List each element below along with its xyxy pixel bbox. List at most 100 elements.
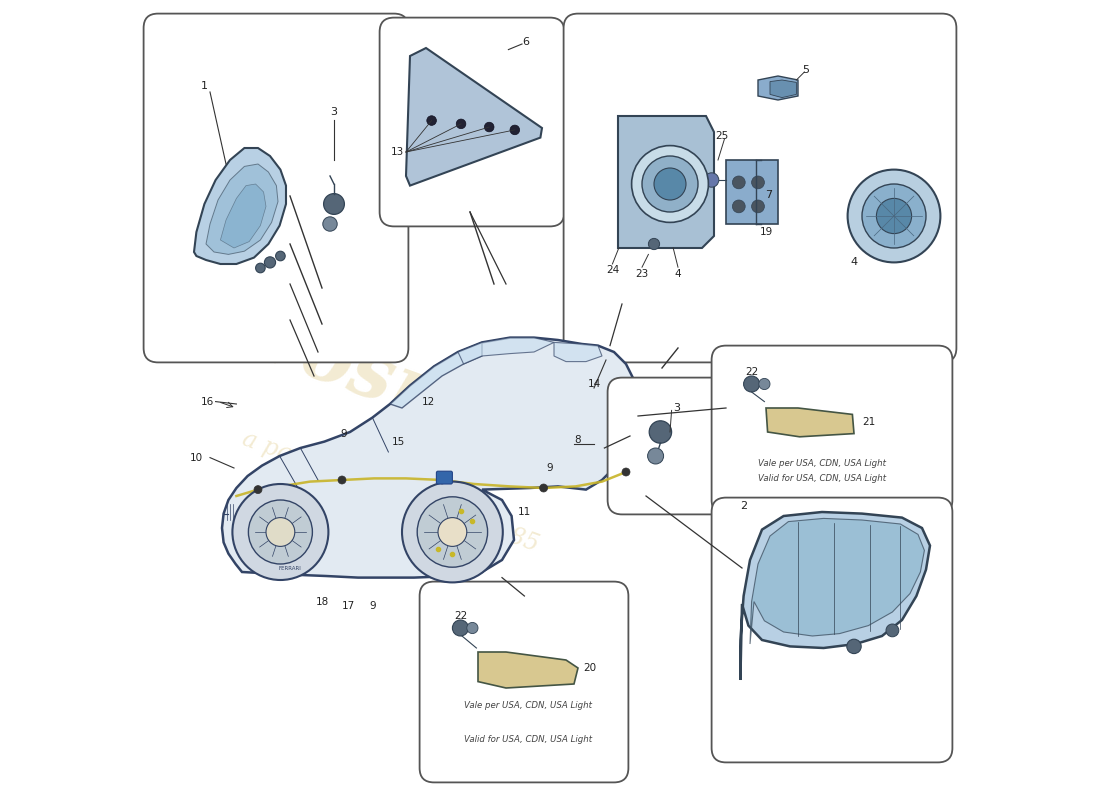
Text: 11: 11	[518, 507, 531, 517]
Polygon shape	[194, 148, 286, 264]
Circle shape	[254, 486, 262, 494]
Text: 9: 9	[340, 429, 346, 438]
Text: 25: 25	[715, 131, 728, 141]
Text: 16: 16	[201, 397, 214, 406]
Circle shape	[648, 238, 660, 250]
Text: 14: 14	[587, 379, 601, 389]
Polygon shape	[766, 408, 854, 437]
Circle shape	[877, 198, 912, 234]
Circle shape	[417, 497, 487, 567]
Circle shape	[452, 620, 469, 636]
Circle shape	[323, 194, 344, 214]
Polygon shape	[758, 76, 798, 100]
Polygon shape	[770, 80, 796, 98]
Circle shape	[338, 476, 346, 484]
Circle shape	[648, 448, 663, 464]
Circle shape	[886, 624, 899, 637]
Circle shape	[733, 176, 745, 189]
Circle shape	[255, 263, 265, 273]
FancyBboxPatch shape	[712, 498, 953, 762]
Text: 12: 12	[421, 397, 434, 406]
FancyBboxPatch shape	[607, 378, 728, 514]
Text: eurospares: eurospares	[155, 268, 625, 500]
Circle shape	[704, 173, 718, 187]
Polygon shape	[740, 512, 930, 680]
Circle shape	[642, 156, 698, 212]
Circle shape	[438, 476, 446, 484]
Polygon shape	[554, 342, 602, 362]
Circle shape	[466, 622, 478, 634]
Circle shape	[484, 122, 494, 132]
Text: Vale per USA, CDN, USA Light: Vale per USA, CDN, USA Light	[463, 701, 592, 710]
Polygon shape	[390, 342, 482, 408]
Circle shape	[862, 184, 926, 248]
Circle shape	[654, 168, 686, 200]
FancyBboxPatch shape	[563, 14, 956, 362]
Circle shape	[427, 116, 437, 126]
Circle shape	[759, 378, 770, 390]
FancyBboxPatch shape	[379, 18, 564, 226]
Text: 2: 2	[740, 501, 747, 510]
Polygon shape	[726, 160, 778, 224]
FancyBboxPatch shape	[712, 346, 953, 514]
Text: Vale per USA, CDN, USA Light: Vale per USA, CDN, USA Light	[758, 459, 886, 469]
Polygon shape	[206, 164, 278, 254]
Text: 1: 1	[201, 81, 208, 90]
Text: 20: 20	[584, 663, 596, 673]
Circle shape	[249, 500, 312, 564]
Circle shape	[649, 421, 672, 443]
Text: 19: 19	[759, 227, 772, 237]
Text: Valid for USA, CDN, USA Light: Valid for USA, CDN, USA Light	[758, 474, 887, 483]
Polygon shape	[458, 338, 554, 364]
Text: 22: 22	[454, 611, 467, 621]
Circle shape	[751, 176, 764, 189]
Circle shape	[847, 639, 861, 654]
Polygon shape	[220, 184, 266, 248]
Circle shape	[276, 251, 285, 261]
Text: 4: 4	[674, 269, 681, 278]
Text: 7: 7	[764, 190, 772, 200]
Text: 23: 23	[636, 269, 649, 278]
Text: 4: 4	[850, 258, 858, 267]
Text: 9: 9	[547, 463, 553, 473]
Text: FERRARI: FERRARI	[278, 566, 301, 570]
Circle shape	[264, 257, 276, 268]
FancyBboxPatch shape	[419, 582, 628, 782]
Text: a parts service since 1985: a parts service since 1985	[239, 427, 541, 557]
Text: 15: 15	[392, 437, 405, 446]
Circle shape	[733, 200, 745, 213]
Circle shape	[848, 170, 940, 262]
FancyBboxPatch shape	[437, 471, 452, 484]
Circle shape	[751, 200, 764, 213]
Circle shape	[744, 376, 760, 392]
Text: 10: 10	[190, 453, 204, 462]
Circle shape	[402, 482, 503, 582]
Text: 8: 8	[574, 435, 581, 445]
Text: 24: 24	[606, 266, 619, 275]
FancyBboxPatch shape	[144, 14, 408, 362]
Text: 18: 18	[316, 597, 329, 606]
Polygon shape	[478, 652, 578, 688]
Circle shape	[232, 484, 329, 580]
Text: 6: 6	[522, 37, 529, 46]
Polygon shape	[410, 488, 494, 576]
Circle shape	[322, 217, 338, 231]
Text: Valid for USA, CDN, USA Light: Valid for USA, CDN, USA Light	[463, 734, 592, 744]
Circle shape	[438, 518, 466, 546]
Circle shape	[456, 119, 465, 129]
Polygon shape	[406, 48, 542, 186]
Text: 22: 22	[745, 367, 758, 377]
Text: 21: 21	[862, 418, 876, 427]
Circle shape	[266, 518, 295, 546]
Text: 17: 17	[342, 602, 355, 611]
Text: 5: 5	[803, 66, 810, 75]
Polygon shape	[618, 116, 714, 248]
Text: 9: 9	[370, 602, 376, 611]
Text: 3: 3	[673, 403, 680, 413]
Polygon shape	[750, 518, 924, 644]
Text: 13: 13	[392, 147, 405, 157]
Circle shape	[621, 468, 630, 476]
Polygon shape	[222, 338, 638, 578]
Circle shape	[510, 125, 519, 134]
Circle shape	[540, 484, 548, 492]
